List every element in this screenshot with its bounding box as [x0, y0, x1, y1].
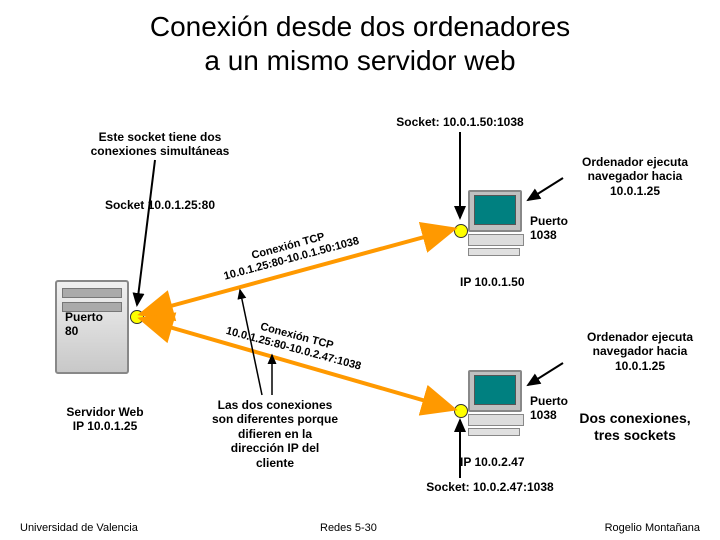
port-80-2: 80 — [65, 324, 78, 338]
footer-left: Universidad de Valencia — [20, 522, 138, 534]
note-left-top-1: Este socket tiene dos — [99, 130, 222, 144]
note-right-top-2: navegador hacia — [588, 169, 683, 183]
server-label-2: IP 10.0.1.25 — [73, 419, 138, 433]
port-80-1: Puerto — [65, 310, 103, 324]
ip2-label: IP 10.0.2.47 — [460, 455, 580, 469]
arrows-svg — [0, 0, 720, 540]
socket-bottom-label: Socket: 10.0.2.47:1038 — [390, 480, 590, 494]
footer-right: Rogelio Montañana — [605, 522, 700, 534]
note-right-mid-2: navegador hacia — [593, 344, 688, 358]
socket-dot-pc2 — [454, 404, 468, 418]
center-note-3: difieren en la — [238, 427, 312, 441]
center-note-2: son diferentes porque — [212, 412, 338, 426]
note-left-top: Este socket tiene dos conexiones simultá… — [70, 130, 250, 159]
ip1-label: IP 10.0.1.50 — [460, 275, 580, 289]
center-note-1: Las dos conexiones — [218, 398, 333, 412]
center-note-5: cliente — [256, 456, 294, 470]
center-note: Las dos conexiones son diferentes porque… — [195, 398, 355, 470]
note-right-top-1: Ordenador ejecuta — [582, 155, 688, 169]
socket-dot-server — [130, 310, 144, 324]
computer-1-icon — [468, 190, 524, 256]
note-right-top-3: 10.0.1.25 — [610, 184, 660, 198]
note-right-mid-3: 10.0.1.25 — [615, 359, 665, 373]
port-80-label: Puerto 80 — [65, 310, 125, 339]
note-right-top: Ordenador ejecuta navegador hacia 10.0.1… — [560, 155, 710, 198]
port-1038a-2: 1038 — [530, 228, 557, 242]
center-note-4: dirección IP del — [231, 441, 319, 455]
server-label-1: Servidor Web — [66, 405, 143, 419]
computer-2-icon — [468, 370, 524, 436]
title-line2: a un mismo servidor web — [204, 45, 515, 76]
page-title: Conexión desde dos ordenadores a un mism… — [0, 0, 720, 77]
server-label: Servidor Web IP 10.0.1.25 — [40, 405, 170, 434]
right-note: Dos conexiones, tres sockets — [550, 410, 720, 444]
conn2-label: Conexión TCP 10.0.1.25:80-10.0.2.47:1038 — [176, 299, 415, 387]
socket-left-label: Socket 10.0.1.25:80 — [75, 198, 245, 212]
note-right-mid-1: Ordenador ejecuta — [587, 330, 693, 344]
conn1-label: Conexión TCP 10.0.1.25:80-10.0.1.50:1038 — [171, 209, 410, 297]
port-1038b-1: Puerto — [530, 394, 568, 408]
right-note-1: Dos conexiones, — [579, 410, 690, 426]
note-left-top-2: conexiones simultáneas — [91, 144, 230, 158]
socket-top-label: Socket: 10.0.1.50:1038 — [360, 115, 560, 129]
title-line1: Conexión desde dos ordenadores — [150, 11, 570, 42]
note-right-mid: Ordenador ejecuta navegador hacia 10.0.1… — [565, 330, 715, 373]
footer-center: Redes 5-30 — [320, 522, 377, 534]
right-note-2: tres sockets — [594, 427, 676, 443]
socket-dot-pc1 — [454, 224, 468, 238]
port-1038a-1: Puerto — [530, 214, 568, 228]
port-1038a-label: Puerto 1038 — [530, 214, 590, 243]
